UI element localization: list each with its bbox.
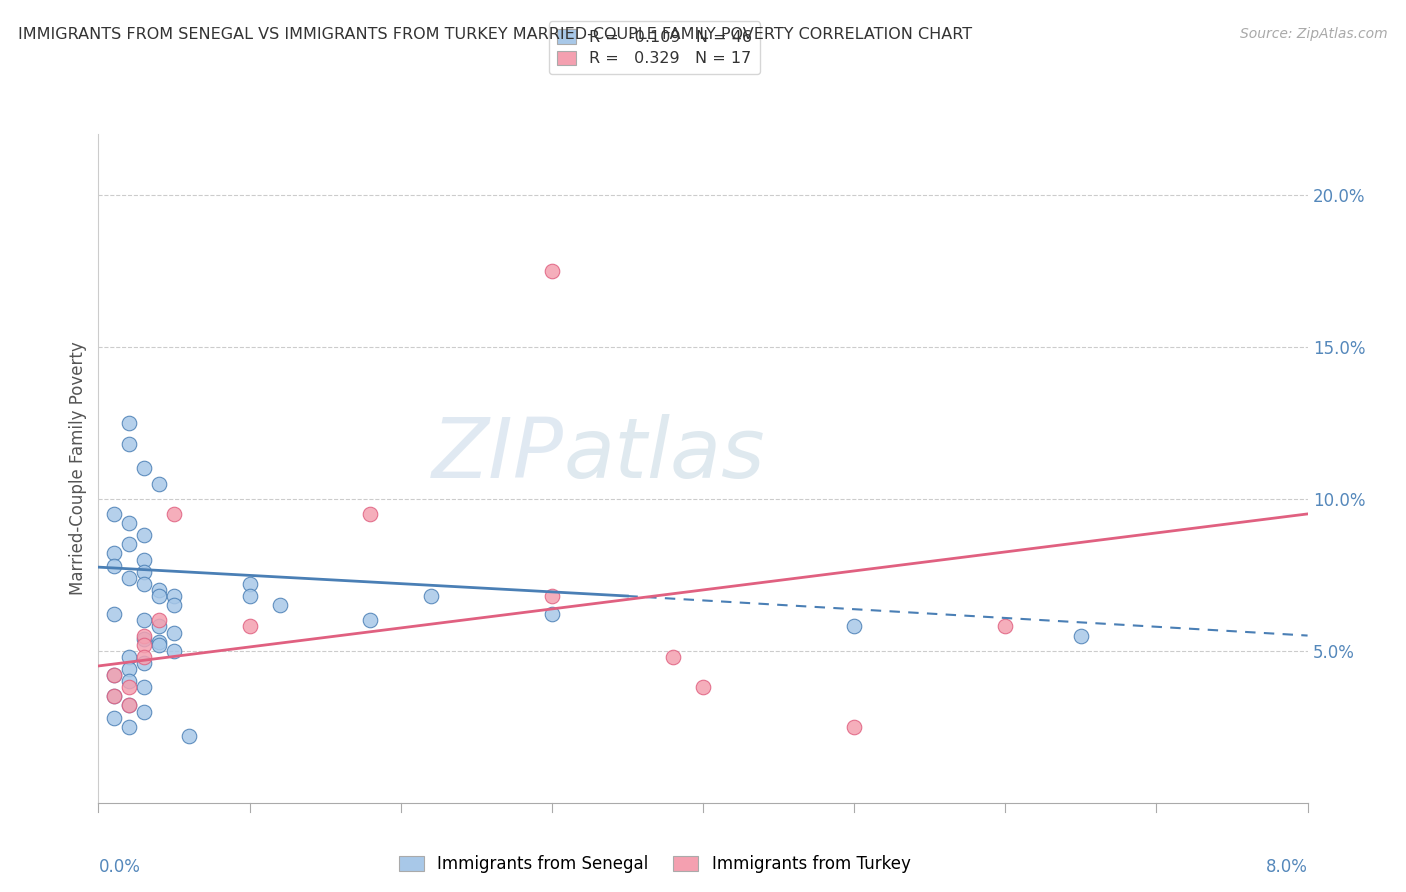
Point xyxy=(360,613,382,627)
Point xyxy=(103,546,125,560)
Point xyxy=(360,507,382,521)
Point xyxy=(132,656,155,670)
Point xyxy=(163,589,186,603)
Point xyxy=(239,589,262,603)
Point xyxy=(103,690,125,704)
Text: IMMIGRANTS FROM SENEGAL VS IMMIGRANTS FROM TURKEY MARRIED-COUPLE FAMILY POVERTY : IMMIGRANTS FROM SENEGAL VS IMMIGRANTS FR… xyxy=(18,27,973,42)
Point xyxy=(118,720,141,734)
Point xyxy=(132,461,155,475)
Point xyxy=(118,674,141,689)
Point xyxy=(118,649,141,664)
Point xyxy=(118,680,141,694)
Point xyxy=(844,720,866,734)
Text: ZIP: ZIP xyxy=(432,415,564,495)
Point xyxy=(148,589,170,603)
Point xyxy=(148,476,170,491)
Point xyxy=(269,598,291,612)
Point xyxy=(118,437,141,451)
Point xyxy=(132,628,155,642)
Legend: Immigrants from Senegal, Immigrants from Turkey: Immigrants from Senegal, Immigrants from… xyxy=(391,847,920,881)
Point xyxy=(118,662,141,676)
Point xyxy=(163,598,186,612)
Point xyxy=(118,698,141,713)
Point xyxy=(994,619,1017,633)
Point xyxy=(118,537,141,551)
Point xyxy=(118,698,141,713)
Point xyxy=(148,613,170,627)
Point xyxy=(239,577,262,591)
Point xyxy=(103,558,125,573)
Point xyxy=(132,632,155,646)
Point xyxy=(132,649,155,664)
Point xyxy=(163,507,186,521)
Point xyxy=(103,668,125,682)
Point xyxy=(148,638,170,652)
Point xyxy=(163,625,186,640)
Point xyxy=(692,680,714,694)
Point xyxy=(1070,628,1092,642)
Point xyxy=(132,577,155,591)
Point xyxy=(163,644,186,658)
Y-axis label: Married-Couple Family Poverty: Married-Couple Family Poverty xyxy=(69,342,87,595)
Point xyxy=(103,607,125,622)
Point xyxy=(148,634,170,648)
Point xyxy=(148,619,170,633)
Point xyxy=(132,528,155,542)
Point xyxy=(541,607,564,622)
Point xyxy=(662,649,685,664)
Point xyxy=(148,582,170,597)
Point xyxy=(103,711,125,725)
Point xyxy=(132,613,155,627)
Point xyxy=(103,507,125,521)
Point xyxy=(132,638,155,652)
Point xyxy=(132,565,155,579)
Text: 0.0%: 0.0% xyxy=(98,857,141,876)
Point xyxy=(179,729,201,743)
Point xyxy=(132,680,155,694)
Point xyxy=(118,416,141,430)
Point xyxy=(420,589,443,603)
Point xyxy=(844,619,866,633)
Point xyxy=(541,263,564,277)
Point xyxy=(132,705,155,719)
Point xyxy=(103,668,125,682)
Text: atlas: atlas xyxy=(564,415,766,495)
Point xyxy=(239,619,262,633)
Point xyxy=(118,571,141,585)
Point xyxy=(132,552,155,566)
Point xyxy=(103,690,125,704)
Text: Source: ZipAtlas.com: Source: ZipAtlas.com xyxy=(1240,27,1388,41)
Text: 8.0%: 8.0% xyxy=(1265,857,1308,876)
Point xyxy=(118,516,141,530)
Point xyxy=(541,589,564,603)
